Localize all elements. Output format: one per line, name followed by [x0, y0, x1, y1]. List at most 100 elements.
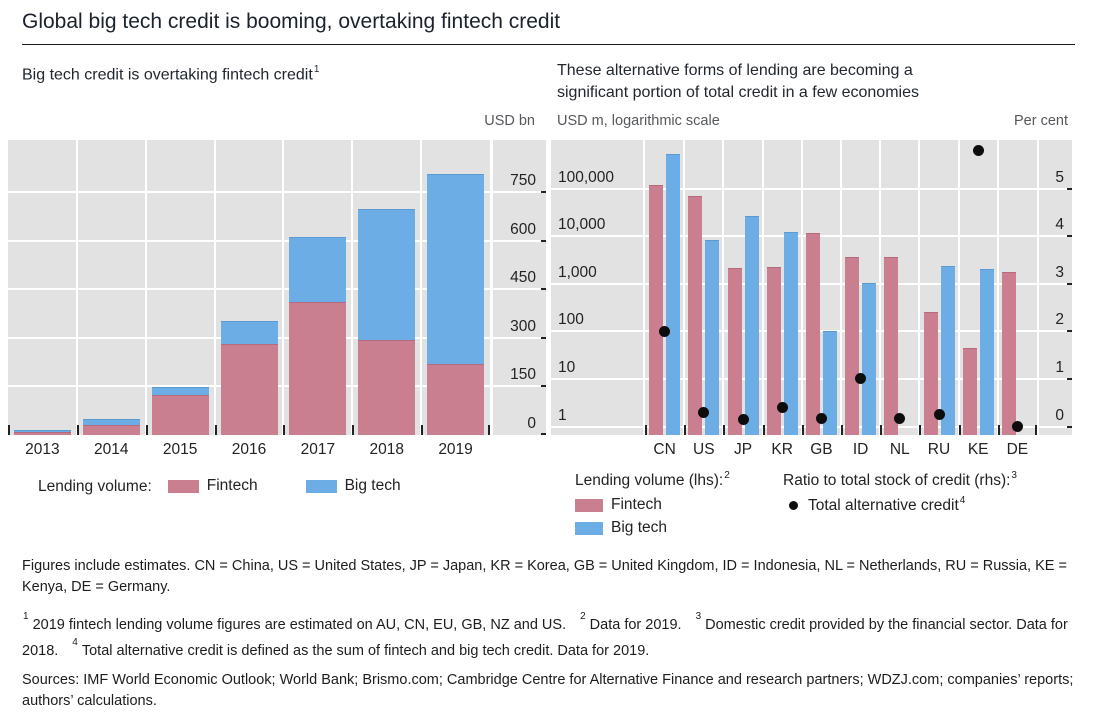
- right-panel-title-line1: These alternative forms of lending are b…: [557, 62, 913, 79]
- bar-fintech-JP: [727, 268, 742, 435]
- bar-bigtech-2013: [13, 430, 71, 432]
- footnote-4: 4Total alternative credit is defined as …: [72, 636, 650, 659]
- right-axis-label-3: 3: [1055, 263, 1064, 281]
- right-axis-label-4: 4: [1055, 216, 1064, 234]
- legend-item-fintech: Fintech: [167, 477, 258, 495]
- x-label-RU: RU: [927, 441, 951, 458]
- x-axis-tick: [8, 425, 10, 435]
- bar-big-tech-CN: [666, 154, 681, 435]
- x-label-KE: KE: [967, 441, 989, 458]
- x-label-2019: 2019: [438, 441, 473, 458]
- bar-bigtech-2018: [358, 208, 416, 341]
- left-chart-x-labels: 2013 2014 2015 2016 2017 2018 2019: [8, 441, 490, 461]
- bar-fintech-CN: [649, 185, 664, 435]
- gridline-100000: [551, 187, 1072, 190]
- x-label-DE: DE: [1006, 441, 1029, 458]
- dot-total-alternative-credit-KE: [972, 144, 984, 156]
- x-label-2013: 2013: [25, 441, 60, 458]
- x-axis-tick: [488, 425, 490, 435]
- left-panel-title-text: Big tech credit is overtaking fintech cr…: [22, 66, 313, 84]
- y-axis-label-600: 600: [510, 220, 536, 238]
- right-legend-fintech: Fintech: [575, 496, 662, 514]
- right-panel-title: These alternative forms of lending are b…: [557, 60, 919, 104]
- bar-bigtech-2016: [220, 320, 278, 345]
- y-axis-tick-450: [541, 288, 546, 291]
- x-label-2017: 2017: [300, 441, 336, 458]
- axis-gutter-separator: [643, 140, 645, 435]
- legend-swatch-icon: [575, 521, 603, 535]
- legend-label: Big tech: [611, 519, 668, 536]
- right-chart-right-unit-label: Per cent: [1014, 113, 1068, 129]
- y-axis-tick-0: [541, 433, 546, 435]
- bar-big-tech-ID: [862, 282, 877, 435]
- bar-fintech-US: [688, 195, 703, 435]
- category-separator: [800, 140, 803, 435]
- x-axis-tick: [352, 425, 355, 435]
- y-axis-tick-750: [541, 191, 546, 193]
- left-chart-unit-label: USD bn: [484, 113, 535, 129]
- title-rule: [22, 44, 1075, 45]
- x-axis-tick: [919, 425, 922, 435]
- abbreviations-note: Figures include estimates. CN = China, U…: [22, 558, 1067, 595]
- bar-fintech-RU: [923, 311, 938, 435]
- right-axis-tick-3: [1067, 282, 1072, 285]
- gridline-450: [8, 288, 546, 291]
- bar-bigtech-2019: [427, 174, 485, 364]
- bar-fintech-ID: [845, 256, 860, 435]
- left-axis-label-10: 10: [558, 358, 576, 376]
- dot-total-alternative-credit-JP: [737, 413, 749, 425]
- x-axis-tick: [958, 425, 961, 435]
- footnote-3: 3Domestic credit provided by the financi…: [22, 611, 1068, 659]
- bar-fintech-GB: [805, 232, 820, 435]
- x-label-KR: KR: [771, 441, 793, 458]
- x-label-2018: 2018: [369, 441, 404, 458]
- right-axis-label-1: 1: [1055, 358, 1064, 376]
- dot-total-alternative-credit-NL: [894, 412, 906, 424]
- bar-big-tech-JP: [744, 215, 759, 435]
- bar-fintech-2014: [82, 425, 140, 435]
- category-separator: [144, 140, 147, 435]
- bar-big-tech-GB: [822, 331, 837, 435]
- y-axis-tick-300: [541, 336, 546, 339]
- right-chart-left-unit-label: USD m, logarithmic scale: [557, 113, 720, 129]
- left-panel-title: Big tech credit is overtaking fintech cr…: [22, 60, 319, 86]
- legend-label: Fintech: [611, 496, 662, 513]
- footnote-marker-3: 3: [1011, 470, 1017, 481]
- category-separator: [996, 140, 999, 435]
- x-axis-tick: [997, 425, 1000, 435]
- legend-label: Fintech: [206, 477, 258, 494]
- y-axis-tick-150: [541, 385, 546, 388]
- dot-total-alternative-credit-ID: [855, 373, 867, 385]
- x-axis-tick: [841, 425, 843, 435]
- right-axis-label-0: 0: [1055, 406, 1064, 424]
- bar-bigtech-2014: [82, 419, 140, 426]
- legend-item-big-tech: Big tech: [305, 477, 401, 495]
- dot-legend-label: Total alternative credit4: [808, 495, 966, 515]
- x-label-2014: 2014: [94, 441, 129, 458]
- right-axis-tick-4: [1067, 235, 1072, 238]
- bar-fintech-NL: [884, 256, 899, 435]
- dot-total-alternative-credit-GB: [815, 412, 827, 424]
- right-axis-tick-1: [1067, 377, 1072, 380]
- legend-label: Big tech: [344, 477, 401, 494]
- bar-fintech-2018: [358, 340, 416, 435]
- y-axis-label-450: 450: [510, 269, 536, 287]
- x-axis-tick: [421, 425, 424, 435]
- axis-gutter-separator: [490, 140, 493, 435]
- category-separator: [957, 140, 960, 435]
- axis-gutter-separator: [1037, 140, 1039, 435]
- footnote-marker-2: 2: [724, 470, 730, 481]
- bar-bigtech-2015: [151, 386, 209, 396]
- dot-total-alternative-credit-US: [698, 406, 710, 418]
- right-chart-x-labels: CN US JP KR GB ID NL RU KE DE: [645, 441, 1037, 461]
- y-axis-label-300: 300: [510, 317, 536, 335]
- bar-big-tech-RU: [940, 266, 955, 435]
- footnote-marker-4: 4: [959, 495, 966, 506]
- dot-total-alternative-credit-CN: [659, 325, 671, 337]
- category-separator: [918, 140, 921, 435]
- x-label-US: US: [693, 441, 715, 458]
- category-separator: [879, 140, 882, 435]
- dot-legend-icon: [789, 501, 798, 511]
- category-separator: [840, 140, 842, 435]
- bar-fintech-2019: [427, 363, 485, 435]
